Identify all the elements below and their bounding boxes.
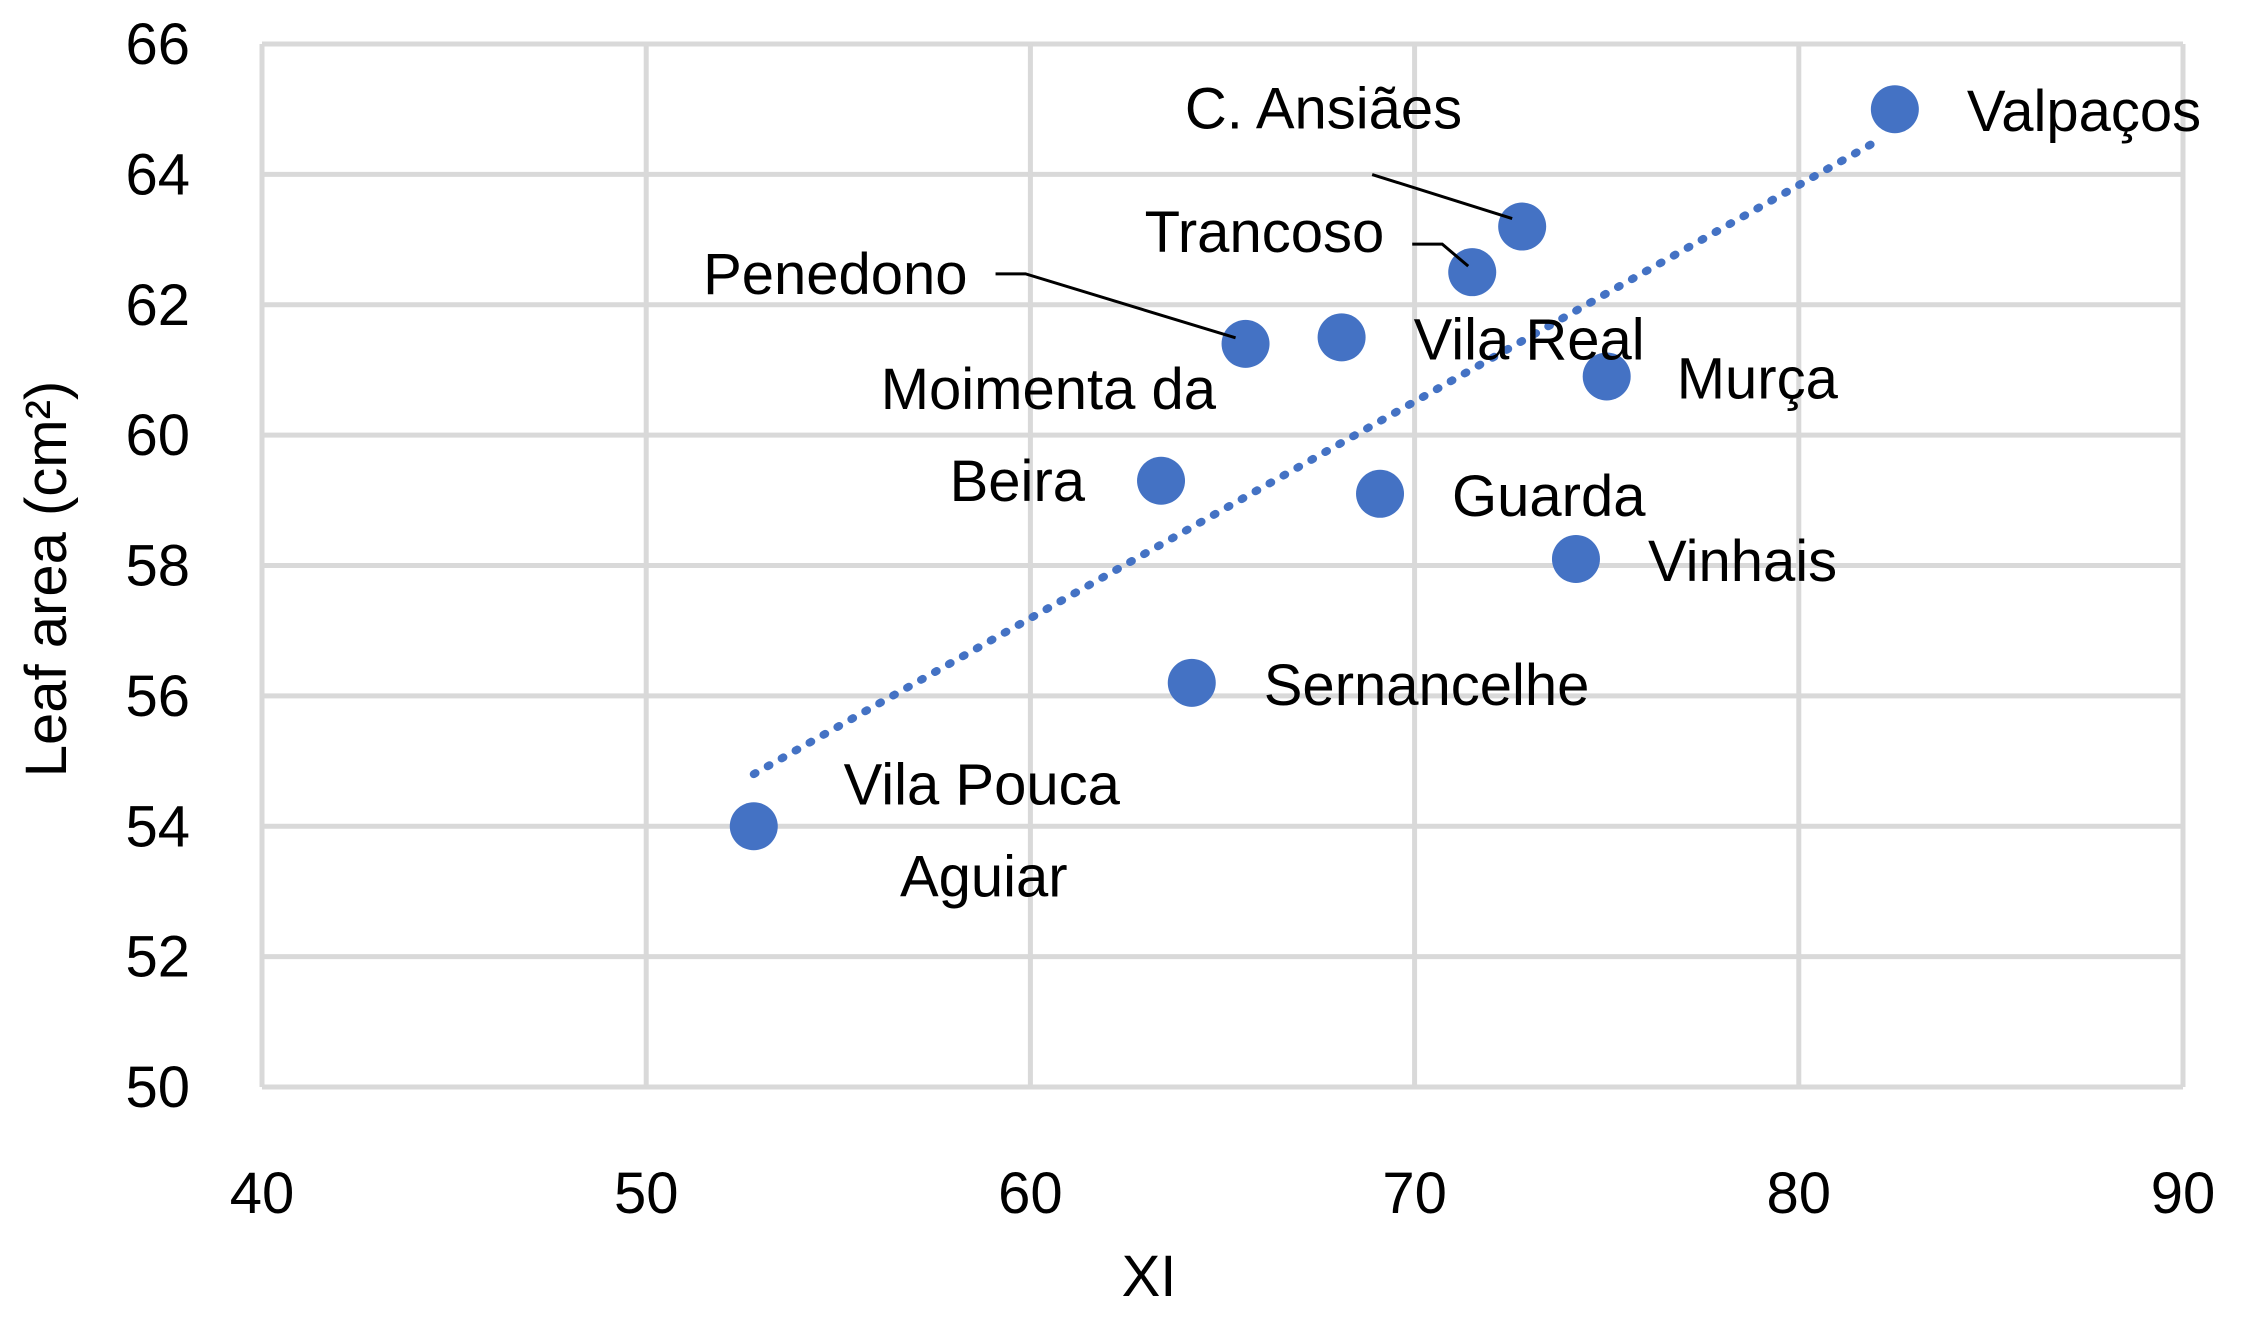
data-point (1356, 470, 1404, 518)
point-label: Sernancelhe (1264, 653, 1590, 718)
y-tick-label: 56 (125, 664, 190, 729)
data-point (1222, 320, 1270, 368)
y-tick-label: 62 (125, 273, 190, 338)
tick-labels: 50 52 54 56 58 60 62 64 66 40 50 60 70 80 90 (125, 12, 2215, 1226)
y-tick-label: 52 (125, 925, 190, 990)
point-label: Trancoso (1145, 200, 1385, 265)
point-labels: Valpaços C. Ansiães Trancoso Penedono Vila R… (703, 77, 2201, 910)
x-tick-label: 80 (1767, 1161, 1832, 1226)
data-point (1498, 203, 1546, 251)
x-tick-label: 50 (614, 1161, 679, 1226)
point-label: Vila Pouca (844, 752, 1121, 817)
x-tick-label: 70 (1382, 1161, 1447, 1226)
y-tick-label: 54 (125, 794, 190, 859)
y-tick-label: 50 (125, 1055, 190, 1120)
data-point (1168, 659, 1216, 707)
y-tick-label: 60 (125, 403, 190, 468)
point-label: Guarda (1452, 464, 1646, 529)
label-leader-line (1372, 175, 1512, 219)
point-label: Murça (1677, 346, 1839, 411)
point-label: Valpaços (1967, 79, 2201, 144)
point-label: Moimenta da (881, 357, 1217, 422)
point-label: C. Ansiães (1185, 77, 1462, 142)
y-tick-label: 58 (125, 534, 190, 599)
data-point (730, 802, 778, 850)
data-point (1137, 457, 1185, 505)
x-tick-label: 40 (230, 1161, 295, 1226)
data-point (1318, 313, 1366, 361)
y-tick-label: 64 (125, 142, 190, 207)
point-label: Beira (950, 449, 1086, 514)
x-axis-title: XI (1122, 1244, 1177, 1309)
y-axis-title: Leaf area (cm²) (14, 381, 79, 777)
x-tick-label: 60 (998, 1161, 1063, 1226)
data-point (1871, 85, 1919, 133)
point-label: Vila Real (1414, 307, 1645, 372)
y-tick-label: 66 (125, 12, 190, 77)
data-point (1552, 535, 1600, 583)
point-label: Penedono (703, 242, 967, 307)
point-label: Aguiar (900, 844, 1068, 909)
point-label: Vinhais (1648, 529, 1837, 594)
x-tick-label: 90 (2151, 1161, 2216, 1226)
